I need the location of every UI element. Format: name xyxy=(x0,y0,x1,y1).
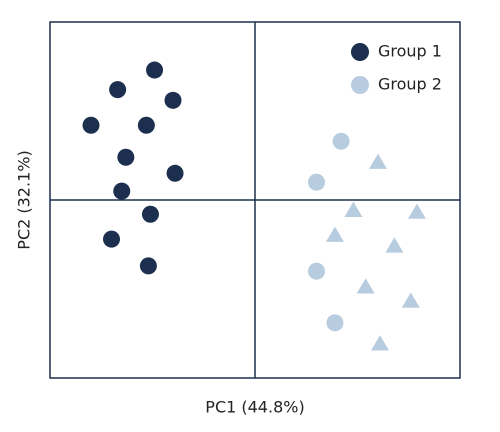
point xyxy=(326,314,344,332)
point xyxy=(113,182,131,200)
point xyxy=(139,257,157,275)
point xyxy=(308,262,325,280)
point xyxy=(141,205,159,223)
legend-marker xyxy=(351,76,369,94)
point xyxy=(385,237,404,253)
point xyxy=(356,278,375,294)
point xyxy=(407,203,426,219)
point xyxy=(164,91,182,109)
point xyxy=(332,132,350,150)
point xyxy=(137,116,155,134)
point xyxy=(371,335,390,351)
point xyxy=(401,292,420,308)
point xyxy=(308,173,325,191)
legend-label: Group 1 xyxy=(378,42,442,61)
point xyxy=(117,148,135,166)
point xyxy=(103,230,120,248)
point xyxy=(82,116,100,134)
legend-label: Group 2 xyxy=(378,75,442,94)
y-axis-label: PC2 (32.1%) xyxy=(15,150,34,249)
point xyxy=(109,81,127,99)
point xyxy=(146,61,164,79)
legend-marker xyxy=(351,43,369,61)
point xyxy=(166,164,184,182)
point xyxy=(344,201,363,217)
x-axis-label: PC1 (44.8%) xyxy=(205,398,304,417)
point xyxy=(369,153,387,169)
point xyxy=(325,226,344,242)
